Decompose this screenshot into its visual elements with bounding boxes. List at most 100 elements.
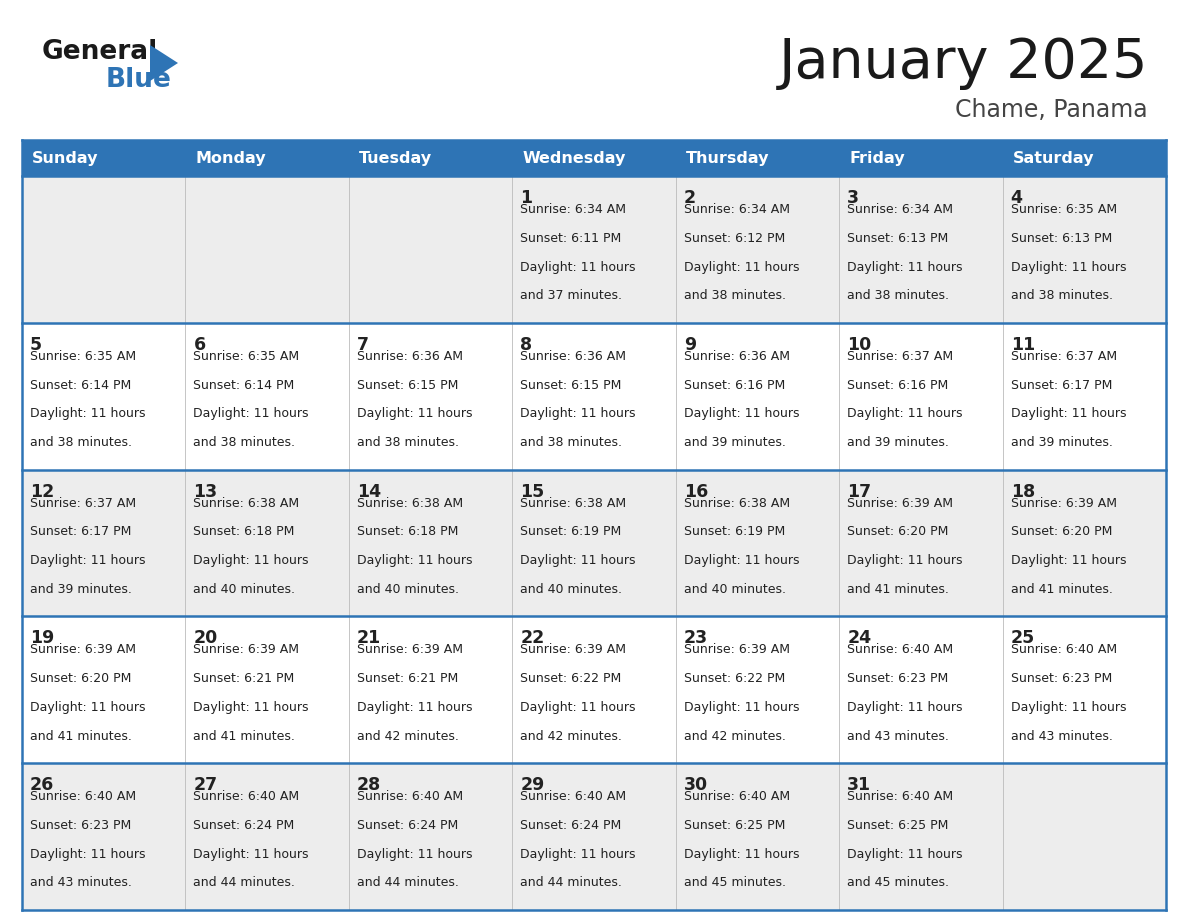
Text: and 41 minutes.: and 41 minutes.	[847, 583, 949, 596]
Text: Sunrise: 6:34 AM: Sunrise: 6:34 AM	[520, 203, 626, 216]
Text: 5: 5	[30, 336, 42, 353]
Text: 6: 6	[194, 336, 206, 353]
Text: Sunset: 6:13 PM: Sunset: 6:13 PM	[847, 231, 948, 245]
Text: Sunset: 6:21 PM: Sunset: 6:21 PM	[194, 672, 295, 685]
Text: 16: 16	[684, 483, 708, 500]
Text: and 38 minutes.: and 38 minutes.	[520, 436, 623, 449]
Text: Sunrise: 6:38 AM: Sunrise: 6:38 AM	[520, 497, 626, 509]
Text: and 40 minutes.: and 40 minutes.	[520, 583, 623, 596]
Text: Daylight: 11 hours: Daylight: 11 hours	[847, 554, 962, 567]
Text: 1: 1	[520, 189, 532, 207]
Text: Daylight: 11 hours: Daylight: 11 hours	[356, 847, 473, 861]
Text: Sunrise: 6:39 AM: Sunrise: 6:39 AM	[30, 644, 135, 656]
Text: Daylight: 11 hours: Daylight: 11 hours	[1011, 261, 1126, 274]
Text: and 43 minutes.: and 43 minutes.	[847, 730, 949, 743]
Text: Chame, Panama: Chame, Panama	[955, 98, 1148, 122]
Text: Daylight: 11 hours: Daylight: 11 hours	[520, 261, 636, 274]
Text: Sunset: 6:24 PM: Sunset: 6:24 PM	[520, 819, 621, 832]
Text: Saturday: Saturday	[1012, 151, 1094, 165]
Text: and 38 minutes.: and 38 minutes.	[194, 436, 296, 449]
Text: Daylight: 11 hours: Daylight: 11 hours	[520, 554, 636, 567]
Text: Sunrise: 6:40 AM: Sunrise: 6:40 AM	[847, 790, 953, 803]
Text: General: General	[42, 39, 158, 65]
Text: and 44 minutes.: and 44 minutes.	[194, 877, 296, 890]
Text: 8: 8	[520, 336, 532, 353]
Text: 2: 2	[684, 189, 696, 207]
Text: and 41 minutes.: and 41 minutes.	[194, 730, 296, 743]
Text: and 40 minutes.: and 40 minutes.	[356, 583, 459, 596]
Text: Sunset: 6:20 PM: Sunset: 6:20 PM	[847, 525, 948, 538]
Text: Sunset: 6:18 PM: Sunset: 6:18 PM	[356, 525, 459, 538]
Text: 9: 9	[684, 336, 696, 353]
Text: 27: 27	[194, 777, 217, 794]
Text: Sunset: 6:25 PM: Sunset: 6:25 PM	[847, 819, 948, 832]
Text: Daylight: 11 hours: Daylight: 11 hours	[847, 408, 962, 420]
Text: 25: 25	[1011, 630, 1035, 647]
Bar	[23, 470, 1165, 616]
Text: Sunrise: 6:40 AM: Sunrise: 6:40 AM	[847, 644, 953, 656]
Text: and 37 minutes.: and 37 minutes.	[520, 289, 623, 302]
Text: 30: 30	[684, 777, 708, 794]
Text: Sunset: 6:20 PM: Sunset: 6:20 PM	[30, 672, 132, 685]
Text: and 39 minutes.: and 39 minutes.	[684, 436, 785, 449]
Bar	[23, 323, 1165, 470]
Text: and 43 minutes.: and 43 minutes.	[1011, 730, 1112, 743]
Text: Sunset: 6:12 PM: Sunset: 6:12 PM	[684, 231, 785, 245]
Text: Sunrise: 6:39 AM: Sunrise: 6:39 AM	[520, 644, 626, 656]
Text: and 39 minutes.: and 39 minutes.	[1011, 436, 1112, 449]
Text: Sunset: 6:16 PM: Sunset: 6:16 PM	[847, 378, 948, 392]
Text: and 38 minutes.: and 38 minutes.	[356, 436, 459, 449]
Text: 18: 18	[1011, 483, 1035, 500]
Text: Sunrise: 6:34 AM: Sunrise: 6:34 AM	[684, 203, 790, 216]
Text: Daylight: 11 hours: Daylight: 11 hours	[520, 408, 636, 420]
Text: Friday: Friday	[849, 151, 905, 165]
Text: Sunset: 6:14 PM: Sunset: 6:14 PM	[194, 378, 295, 392]
Bar	[512, 140, 676, 176]
Text: Sunset: 6:24 PM: Sunset: 6:24 PM	[356, 819, 459, 832]
Text: Sunrise: 6:37 AM: Sunrise: 6:37 AM	[1011, 350, 1117, 363]
Text: Daylight: 11 hours: Daylight: 11 hours	[684, 408, 800, 420]
Text: Sunset: 6:22 PM: Sunset: 6:22 PM	[520, 672, 621, 685]
Text: Tuesday: Tuesday	[359, 151, 432, 165]
Bar	[1003, 140, 1165, 176]
Text: 3: 3	[847, 189, 859, 207]
Text: Sunrise: 6:35 AM: Sunrise: 6:35 AM	[194, 350, 299, 363]
Text: Sunrise: 6:40 AM: Sunrise: 6:40 AM	[1011, 644, 1117, 656]
Text: Sunrise: 6:39 AM: Sunrise: 6:39 AM	[194, 644, 299, 656]
Text: and 39 minutes.: and 39 minutes.	[30, 583, 132, 596]
Text: Sunrise: 6:39 AM: Sunrise: 6:39 AM	[356, 644, 463, 656]
Text: 10: 10	[847, 336, 871, 353]
Text: Daylight: 11 hours: Daylight: 11 hours	[30, 408, 145, 420]
Text: Daylight: 11 hours: Daylight: 11 hours	[194, 701, 309, 714]
Text: and 41 minutes.: and 41 minutes.	[1011, 583, 1112, 596]
Text: Daylight: 11 hours: Daylight: 11 hours	[356, 554, 473, 567]
Text: Sunrise: 6:37 AM: Sunrise: 6:37 AM	[30, 497, 137, 509]
Text: Daylight: 11 hours: Daylight: 11 hours	[356, 408, 473, 420]
Text: Sunset: 6:21 PM: Sunset: 6:21 PM	[356, 672, 459, 685]
Text: Sunset: 6:23 PM: Sunset: 6:23 PM	[847, 672, 948, 685]
Text: and 38 minutes.: and 38 minutes.	[847, 289, 949, 302]
Text: and 38 minutes.: and 38 minutes.	[30, 436, 132, 449]
Text: Thursday: Thursday	[685, 151, 769, 165]
Text: Wednesday: Wednesday	[523, 151, 626, 165]
Text: and 38 minutes.: and 38 minutes.	[1011, 289, 1113, 302]
Text: Sunset: 6:15 PM: Sunset: 6:15 PM	[356, 378, 459, 392]
Text: Sunrise: 6:35 AM: Sunrise: 6:35 AM	[30, 350, 137, 363]
Text: and 39 minutes.: and 39 minutes.	[847, 436, 949, 449]
Text: 28: 28	[356, 777, 381, 794]
Text: 14: 14	[356, 483, 381, 500]
Text: Sunset: 6:16 PM: Sunset: 6:16 PM	[684, 378, 785, 392]
Text: and 40 minutes.: and 40 minutes.	[194, 583, 296, 596]
Text: Monday: Monday	[196, 151, 266, 165]
Bar	[185, 140, 349, 176]
Text: Sunrise: 6:39 AM: Sunrise: 6:39 AM	[684, 644, 790, 656]
Text: and 42 minutes.: and 42 minutes.	[684, 730, 785, 743]
Text: 20: 20	[194, 630, 217, 647]
Text: 23: 23	[684, 630, 708, 647]
Text: Sunrise: 6:38 AM: Sunrise: 6:38 AM	[684, 497, 790, 509]
Text: and 45 minutes.: and 45 minutes.	[847, 877, 949, 890]
Bar	[23, 176, 1165, 323]
Text: Daylight: 11 hours: Daylight: 11 hours	[847, 701, 962, 714]
Text: Daylight: 11 hours: Daylight: 11 hours	[30, 701, 145, 714]
Text: Daylight: 11 hours: Daylight: 11 hours	[684, 554, 800, 567]
